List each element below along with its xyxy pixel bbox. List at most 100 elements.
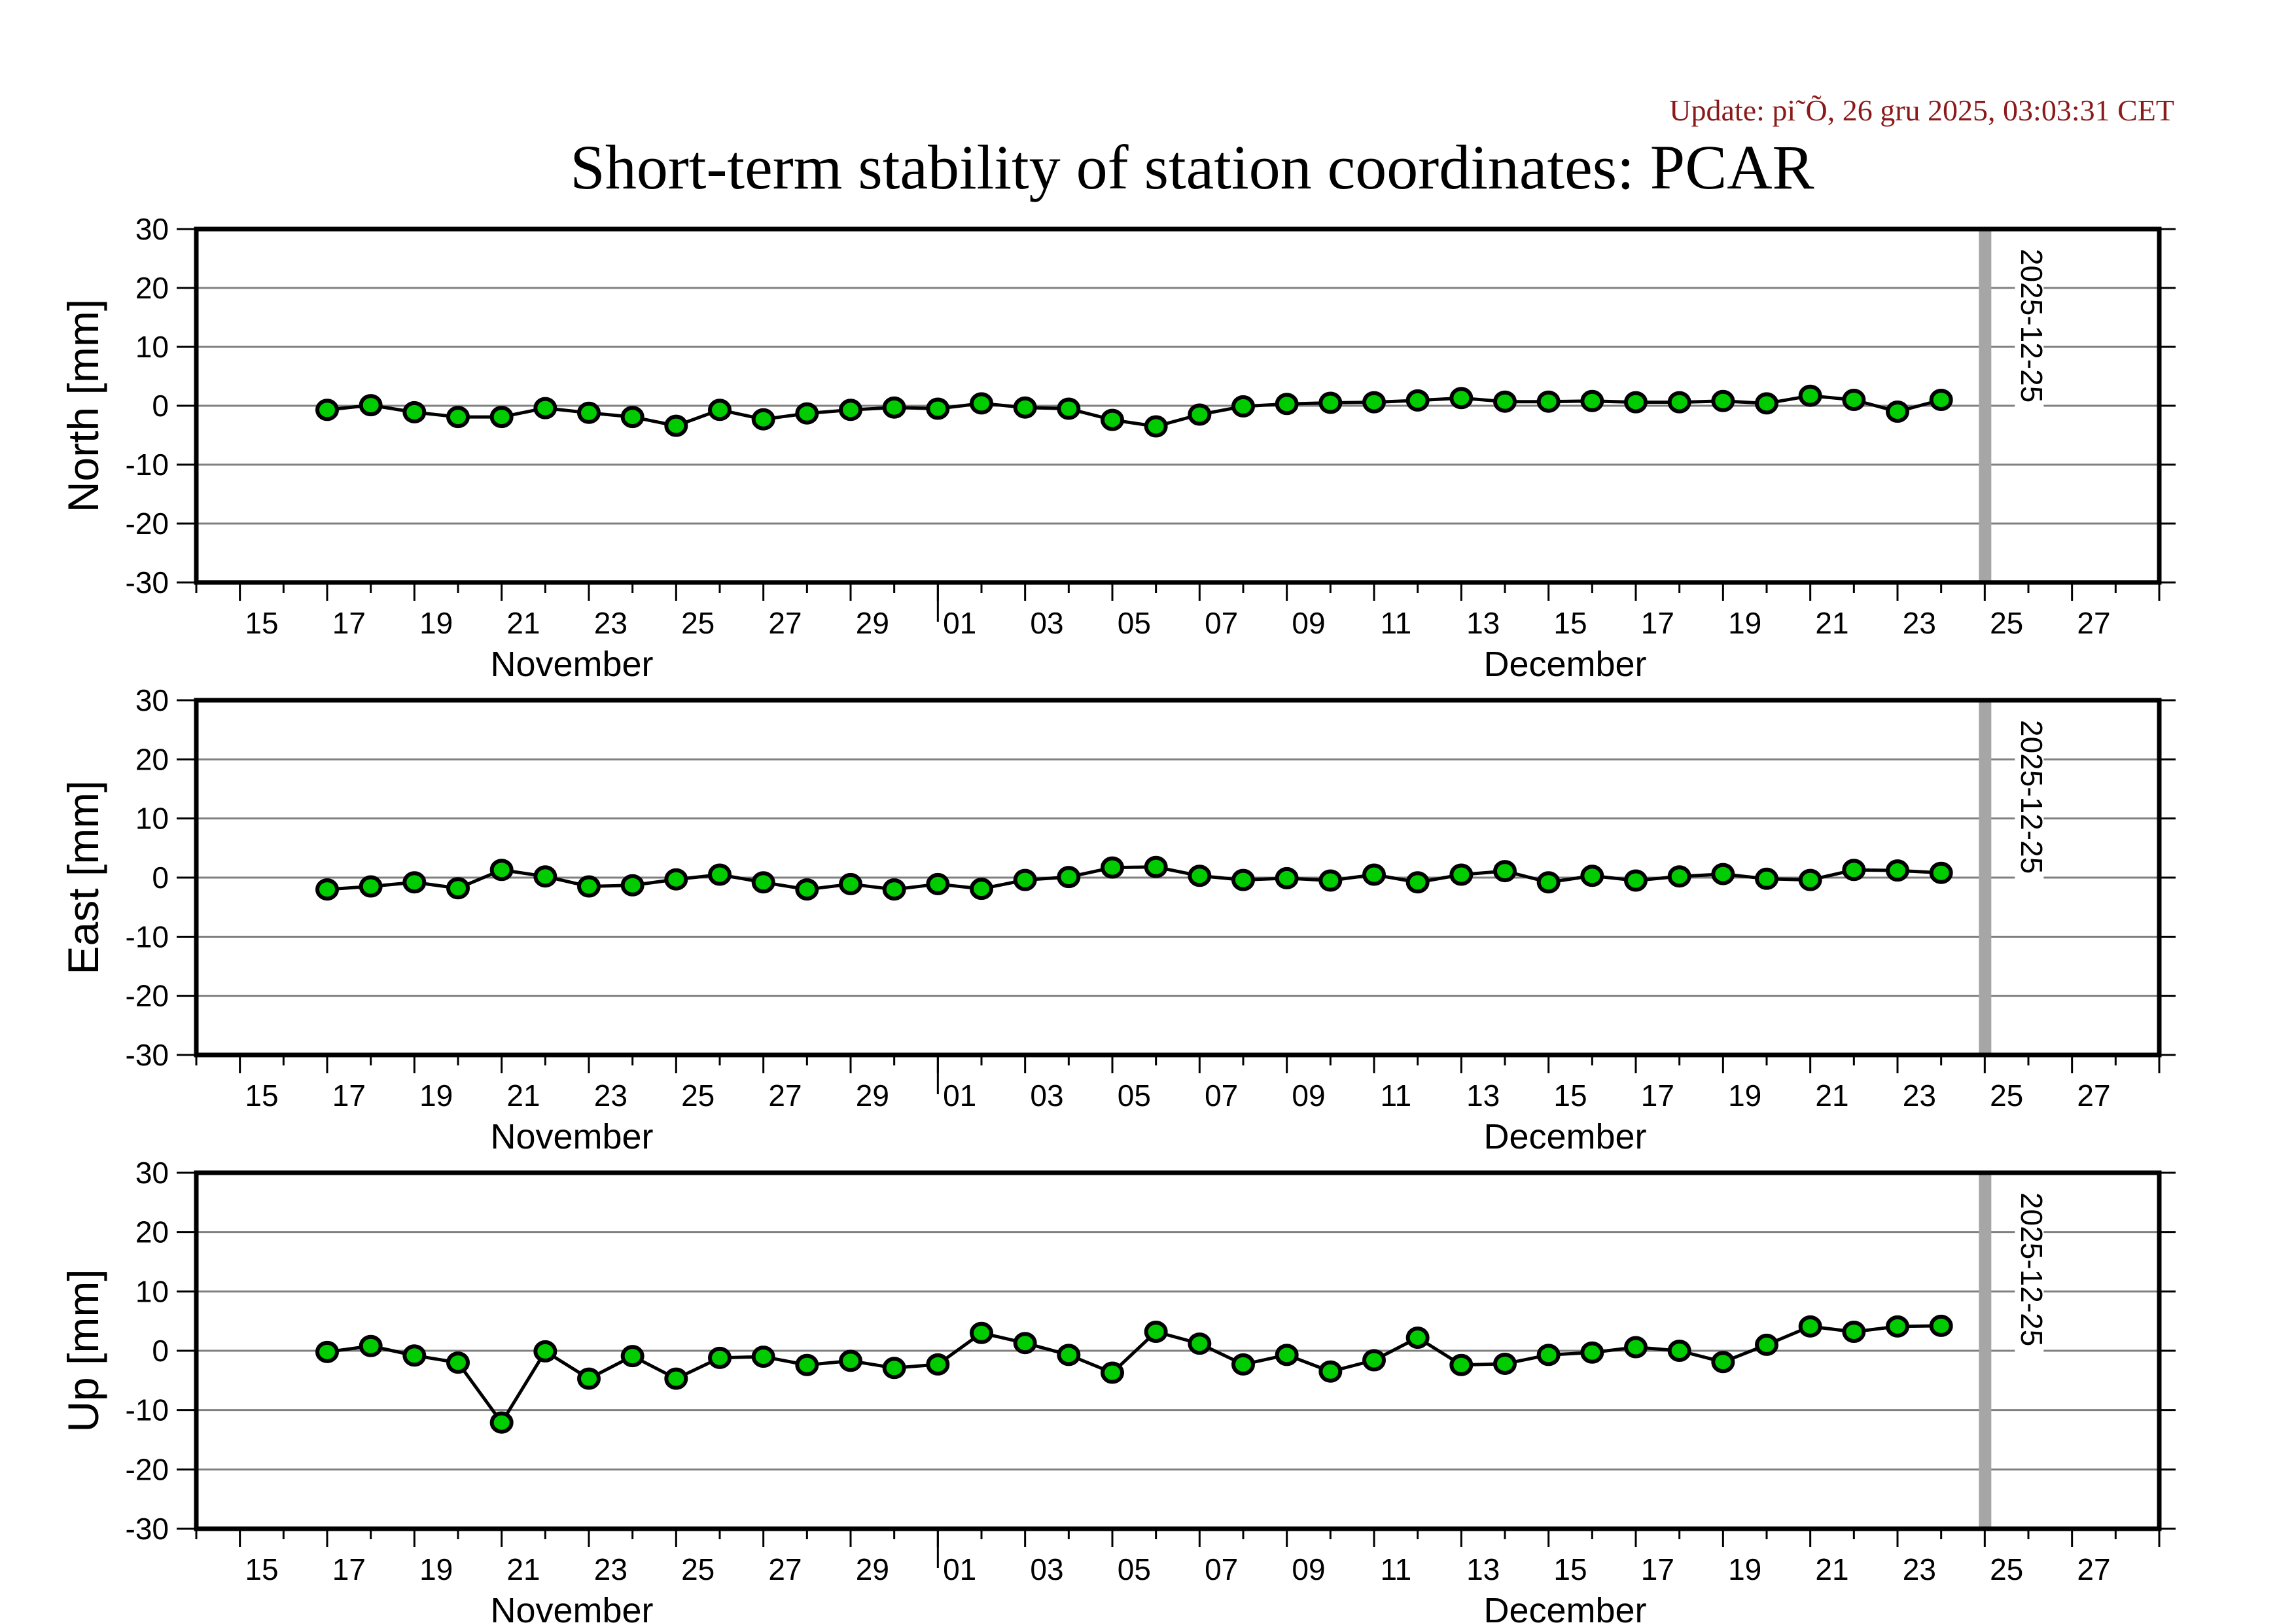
data-point — [1886, 401, 1909, 423]
data-point — [1929, 861, 1953, 884]
event-marker-line — [1979, 229, 1992, 582]
data-point — [1624, 869, 1648, 892]
y-tick-label: 20 — [135, 1215, 169, 1249]
y-tick-label: -20 — [126, 1452, 169, 1486]
data-point — [533, 1340, 557, 1363]
data-point — [1711, 863, 1735, 885]
x-tick-label: 19 — [419, 1552, 453, 1586]
data-point — [1101, 1361, 1124, 1384]
x-tick-label: 09 — [1292, 1079, 1325, 1113]
month-label: November — [490, 1117, 653, 1156]
y-tick-label: -30 — [126, 1038, 169, 1072]
data-point — [1275, 866, 1299, 889]
data-point — [882, 878, 906, 901]
x-tick-label: 25 — [1990, 606, 2023, 640]
x-tick-label: 05 — [1118, 606, 1151, 640]
data-point — [664, 1367, 688, 1390]
data-point — [1929, 1314, 1953, 1337]
event-marker-label: 2025-12-25 — [2015, 1192, 2049, 1346]
data-point — [1144, 1320, 1168, 1343]
data-point — [1536, 871, 1561, 894]
x-tick-label: 29 — [856, 1079, 889, 1113]
data-point — [446, 877, 470, 900]
x-tick-label: 17 — [1641, 606, 1674, 640]
data-point — [1755, 867, 1778, 890]
panel-north: 2025-12-25 30 20 10 0 -10 -20 -30 North [mm] 15 17… — [59, 212, 2176, 684]
event-marker-label: 2025-12-25 — [2015, 249, 2049, 402]
data-point — [708, 399, 732, 421]
data-point — [1275, 393, 1299, 416]
x-tick-label: 15 — [245, 1079, 278, 1113]
data-point — [1536, 390, 1561, 413]
x-tick-label: 05 — [1118, 1552, 1151, 1586]
x-tick-label: 17 — [332, 1552, 366, 1586]
data-point — [708, 863, 732, 886]
event-marker-label: 2025-12-25 — [2015, 720, 2049, 874]
month-label: December — [1483, 1591, 1646, 1623]
y-tick-label: -20 — [126, 507, 169, 541]
y-tick-label: -30 — [126, 1512, 169, 1546]
data-point — [926, 872, 950, 895]
data-point — [1580, 389, 1604, 412]
y-tick-label: 0 — [152, 861, 169, 895]
data-point — [882, 396, 906, 419]
event-label-background — [2015, 1192, 2044, 1364]
data-point — [402, 871, 427, 894]
data-point — [751, 408, 775, 431]
month-label: November — [490, 1591, 653, 1623]
series-line — [327, 394, 1942, 428]
data-point — [577, 1367, 601, 1390]
data-point — [1755, 392, 1778, 415]
data-point — [1798, 1315, 1822, 1338]
x-tick-label: 27 — [768, 1552, 802, 1586]
event-label-background — [2015, 249, 2044, 420]
data-point — [839, 872, 862, 895]
data-point — [1449, 1353, 1474, 1376]
data-point — [839, 1349, 862, 1372]
y-tick-label: 30 — [135, 1156, 169, 1190]
x-tick-label: 09 — [1292, 1552, 1325, 1586]
data-point — [1101, 856, 1124, 879]
data-point — [751, 871, 775, 894]
data-point — [1667, 1340, 1691, 1362]
y-tick-label: -30 — [126, 565, 169, 599]
x-tick-label: 19 — [1728, 1079, 1761, 1113]
panel-east: 2025-12-25 30 20 10 0 -10 -20 -30 East [mm] 15 17 1… — [59, 683, 2176, 1156]
data-point — [926, 1353, 950, 1376]
x-tick-label: 15 — [1553, 606, 1587, 640]
y-tick-label: 30 — [135, 212, 169, 246]
data-point — [533, 865, 557, 888]
data-point — [446, 1351, 470, 1374]
data-point — [1013, 396, 1037, 419]
data-point — [577, 875, 601, 898]
panels-container: 2025-12-25 30 20 10 0 -10 -20 -30 North [mm] 15 17… — [59, 212, 2176, 1623]
x-tick-label: 27 — [768, 1079, 802, 1113]
x-tick-label: 29 — [856, 606, 889, 640]
x-tick-label: 03 — [1030, 1552, 1063, 1586]
data-point — [1188, 403, 1212, 426]
data-point — [1929, 389, 1953, 411]
x-tick-label: 27 — [768, 606, 802, 640]
data-point — [1057, 1344, 1081, 1366]
data-point — [1318, 869, 1343, 892]
x-tick-label: 07 — [1205, 606, 1238, 640]
data-point — [970, 878, 993, 901]
x-tick-label: 11 — [1380, 1079, 1411, 1113]
y-axis-label: Up [mm] — [59, 1269, 107, 1432]
data-point — [664, 414, 688, 437]
data-point — [1886, 859, 1909, 882]
x-tick-label: 13 — [1466, 1552, 1500, 1586]
x-tick-label: 21 — [1815, 1552, 1848, 1586]
data-point — [1493, 860, 1517, 883]
data-point — [402, 1344, 427, 1367]
x-tick-label: 19 — [419, 606, 453, 640]
x-tick-label: 11 — [1380, 606, 1411, 640]
x-tick-label: 17 — [332, 1079, 366, 1113]
x-tick-label: 21 — [1815, 606, 1848, 640]
x-tick-label: 13 — [1466, 1079, 1500, 1113]
x-tick-label: 03 — [1030, 606, 1063, 640]
y-axis-label: North [mm] — [59, 299, 107, 512]
x-tick-label: 11 — [1380, 1552, 1411, 1586]
data-point — [1449, 387, 1474, 410]
